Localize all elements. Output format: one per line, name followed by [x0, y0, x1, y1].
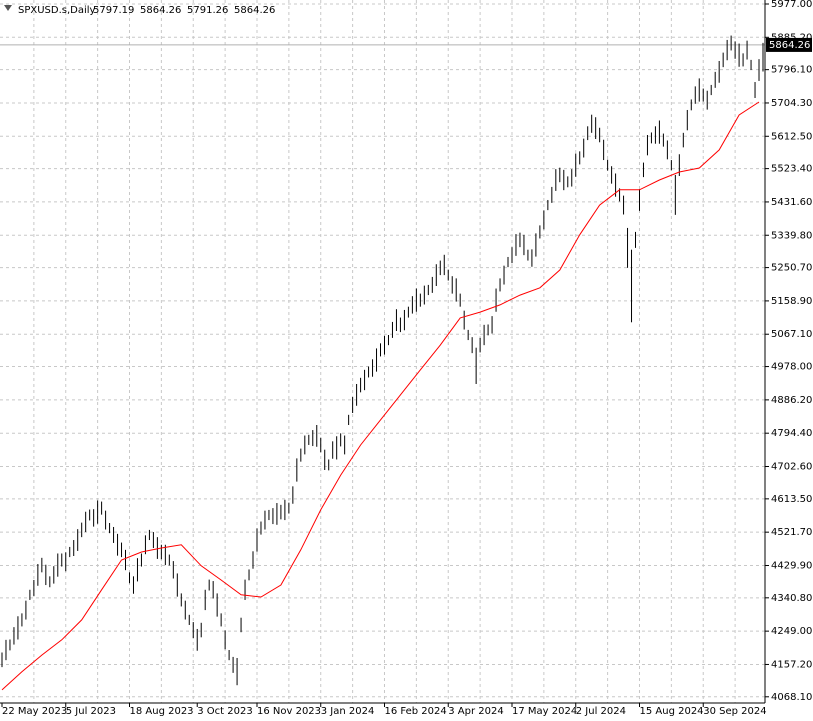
y-tick-label: 5067.10	[771, 329, 812, 340]
x-tick-label: 3 Jan 2024	[321, 706, 375, 717]
y-tick-label: 4794.40	[771, 428, 812, 439]
ohlc-open: 5797.19	[93, 5, 134, 16]
y-tick-label: 4886.20	[771, 395, 812, 406]
y-tick-label: 5796.10	[771, 65, 812, 76]
y-tick-label: 4249.00	[771, 626, 812, 637]
x-tick-label: 17 May 2024	[512, 706, 577, 717]
y-tick-label: 5431.60	[771, 197, 812, 208]
y-tick-label: 4978.00	[771, 362, 812, 373]
y-tick-label: 4702.60	[771, 462, 812, 473]
y-tick-label: 5523.40	[771, 164, 812, 175]
ohlc-close: 5864.26	[234, 5, 275, 16]
y-tick-label: 4521.70	[771, 527, 812, 538]
header: SPXUSD.s,Daily 5797.19 5864.26 5791.26 5…	[18, 5, 275, 16]
x-tick-label: 16 Nov 2023	[257, 706, 321, 717]
x-tick-label: 22 May 2023	[2, 706, 67, 717]
ohlc-low: 5791.26	[187, 5, 228, 16]
x-tick-label: 3 Apr 2024	[448, 706, 503, 717]
x-tick-label: 18 Aug 2023	[129, 706, 193, 717]
x-tick-label: 2 Jul 2024	[576, 706, 626, 717]
collapse-icon[interactable]	[4, 5, 12, 11]
y-tick-label: 5977.00	[771, 0, 812, 10]
y-tick-label: 4340.80	[771, 593, 812, 604]
y-tick-label: 5250.70	[771, 263, 812, 274]
ohlc-high: 5864.26	[140, 5, 181, 16]
x-tick-label: 3 Oct 2023	[197, 706, 252, 717]
y-tick-label: 5158.90	[771, 296, 812, 307]
x-tick-label: 30 Sep 2024	[703, 706, 766, 717]
y-tick-label: 4157.20	[771, 659, 812, 670]
y-tick-label: 5339.80	[771, 230, 812, 241]
price-label: 5864.26	[769, 40, 810, 51]
y-tick-label: 5612.50	[771, 131, 812, 142]
chart-title: SPXUSD.s,Daily	[18, 5, 96, 16]
x-tick-label: 5 Jul 2023	[66, 706, 116, 717]
price-label-box	[766, 37, 812, 52]
moving-average	[1, 101, 760, 691]
y-tick-label: 4429.90	[771, 560, 812, 571]
y-tick-label: 5704.30	[771, 98, 812, 109]
y-tick-label: 4068.10	[771, 692, 812, 703]
x-tick-label: 16 Feb 2024	[384, 706, 446, 717]
y-tick-label: 4613.50	[771, 494, 812, 505]
x-tick-label: 15 Aug 2024	[639, 706, 703, 717]
y-tick-label: 5885.20	[771, 32, 812, 43]
